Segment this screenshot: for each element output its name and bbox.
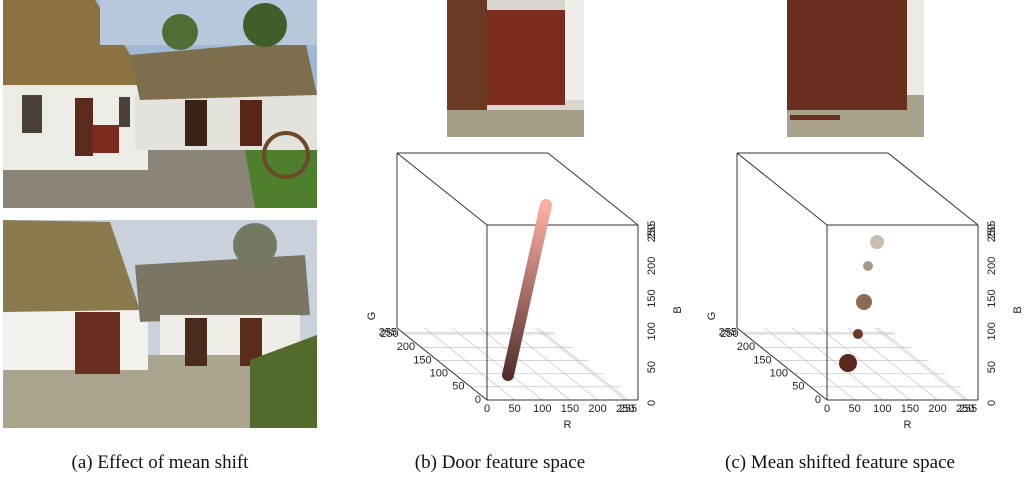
b-tick-label: 250 <box>986 224 998 242</box>
axis-line <box>537 327 629 401</box>
axis-line <box>764 327 855 401</box>
b-tick-label: 250 <box>646 224 658 242</box>
r-tick-label: 200 <box>588 403 606 415</box>
axis-line <box>875 327 966 401</box>
axis-line <box>535 327 626 401</box>
door-crop <box>447 0 584 137</box>
axis-line <box>479 327 571 401</box>
axis-line <box>736 327 828 401</box>
cluster <box>853 329 863 339</box>
g-tick-label: 0 <box>815 394 821 406</box>
r-tick-label: 255 <box>619 403 637 415</box>
r-tick-label: 250 <box>616 403 634 415</box>
caption: (b) Door feature space <box>414 452 586 473</box>
r-tick-label: 0 <box>484 403 490 415</box>
b-tick-label: 150 <box>986 289 998 307</box>
r-tick-label: 150 <box>901 403 919 415</box>
b-tick-label: 255 <box>986 221 998 239</box>
r-tick-label: 250 <box>956 403 974 415</box>
axis-line <box>547 152 639 226</box>
door-crop-segmented <box>787 0 924 137</box>
r-tick-label: 255 <box>959 403 977 415</box>
axis-line <box>736 152 828 226</box>
g-tick-label: 255 <box>719 327 737 339</box>
r-axis-title: R <box>904 419 912 431</box>
r-tick-label: 150 <box>561 403 579 415</box>
b-tick-label: 200 <box>986 257 998 275</box>
g-tick-label: 250 <box>380 328 398 340</box>
axis-line <box>396 327 488 401</box>
r-tick-label: 0 <box>824 403 830 415</box>
g-tick-label: 150 <box>413 354 431 366</box>
r-tick-label: 100 <box>533 403 551 415</box>
b-tick-label: 150 <box>646 289 658 307</box>
g-tick-label: 100 <box>770 368 788 380</box>
b-tick-label: 255 <box>646 221 658 239</box>
photo-segmented <box>3 220 317 428</box>
r-tick-label: 100 <box>873 403 891 415</box>
g-tick-label: 150 <box>753 354 771 366</box>
cluster <box>856 294 872 310</box>
g-tick-label: 250 <box>720 328 738 340</box>
r-tick-label: 50 <box>849 403 861 415</box>
g-tick-label: 200 <box>737 341 755 353</box>
r-tick-label: 50 <box>509 403 521 415</box>
axis-line <box>507 327 598 401</box>
cluster <box>870 235 884 249</box>
axis-line <box>452 327 543 401</box>
g-tick-label: 200 <box>397 341 415 353</box>
photo-original <box>3 0 317 208</box>
r-axis-title: R <box>564 419 572 431</box>
axis-line <box>792 327 883 401</box>
cluster <box>839 354 857 372</box>
g-tick-label: 50 <box>792 381 804 393</box>
g-tick-label: 100 <box>430 368 448 380</box>
g-tick-label: 50 <box>452 381 464 393</box>
g-tick-label: 0 <box>475 394 481 406</box>
axis-line <box>396 152 488 226</box>
g-axis-title: G <box>366 312 378 321</box>
axis-line <box>424 327 515 401</box>
caption: (c) Mean shifted feature space <box>725 452 955 473</box>
g-axis-title: G <box>706 312 718 321</box>
b-tick-label: 200 <box>646 257 658 275</box>
color-point <box>540 199 552 211</box>
g-tick-label: 255 <box>379 327 397 339</box>
b-tick-label: 0 <box>646 400 658 406</box>
b-axis-title: B <box>672 306 684 313</box>
axis-line <box>847 327 938 401</box>
axis-line <box>887 152 979 226</box>
caption: (a) Effect of mean shift <box>71 452 249 473</box>
b-tick-label: 0 <box>986 400 998 406</box>
b-tick-label: 100 <box>646 322 658 340</box>
b-tick-label: 100 <box>986 322 998 340</box>
axis-line <box>877 327 969 401</box>
figure-art: 0 50 100 150 200 2502550501001502002502550501… <box>3 0 1024 431</box>
axis-line <box>819 327 911 401</box>
cluster <box>863 261 873 271</box>
b-axis-title: B <box>1012 306 1024 313</box>
r-tick-label: 200 <box>928 403 946 415</box>
b-tick-label: 50 <box>986 361 998 373</box>
b-tick-label: 50 <box>646 361 658 373</box>
